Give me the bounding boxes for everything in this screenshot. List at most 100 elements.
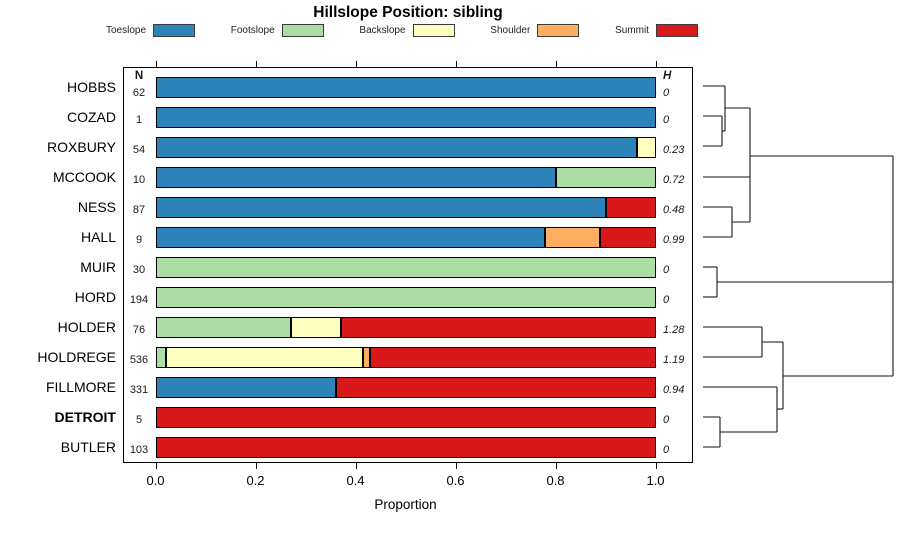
h-value: 1.19 bbox=[663, 354, 685, 366]
bar-segment-footslope bbox=[155, 256, 656, 278]
h-value: 0.23 bbox=[663, 144, 685, 156]
series-label-fillmore: FILLMORE bbox=[45, 379, 116, 395]
x-axis-title: Proportion bbox=[374, 497, 437, 512]
h-value: 0 bbox=[663, 114, 670, 126]
bar-segment-toeslope bbox=[155, 106, 656, 128]
bar-segment-summit bbox=[605, 196, 656, 218]
bar-segment-backslope bbox=[637, 136, 656, 158]
h-value: 0 bbox=[663, 414, 670, 426]
x-axis-tick-top bbox=[455, 61, 457, 67]
series-label-hord: HORD bbox=[74, 289, 116, 305]
legend-label: Shoulder bbox=[490, 25, 531, 36]
x-axis-tick bbox=[555, 463, 557, 469]
x-axis-tick-top bbox=[255, 61, 257, 67]
n-value: 331 bbox=[129, 384, 149, 396]
n-column-header: N bbox=[134, 70, 144, 82]
bar-segment-summit bbox=[340, 316, 656, 338]
legend-label: Summit bbox=[615, 25, 649, 36]
legend: Toeslope Footslope Backslope Shoulder Summit bbox=[106, 24, 698, 37]
legend-item-footslope: Footslope bbox=[231, 24, 324, 37]
x-axis-tick-label: 0.6 bbox=[446, 473, 465, 488]
series-label-cozad: COZAD bbox=[67, 109, 116, 125]
bar-segment-footslope bbox=[555, 166, 656, 188]
h-value: 0 bbox=[663, 294, 670, 306]
h-value: 0.48 bbox=[663, 204, 685, 216]
x-axis-tick-label: 0.2 bbox=[246, 473, 265, 488]
x-axis-tick bbox=[155, 463, 157, 469]
bar-segment-summit bbox=[335, 376, 656, 398]
h-value: 0 bbox=[663, 87, 670, 99]
x-axis-tick-top bbox=[555, 61, 557, 67]
legend-label: Toeslope bbox=[106, 25, 147, 36]
bar-segment-toeslope bbox=[155, 226, 545, 248]
bar-segment-toeslope bbox=[155, 166, 556, 188]
series-label-muir: MUIR bbox=[80, 259, 116, 275]
n-value: 5 bbox=[135, 414, 143, 426]
legend-swatch-summit bbox=[655, 24, 698, 37]
legend-item-summit: Summit bbox=[615, 24, 698, 37]
bar-segment-footslope bbox=[155, 346, 166, 368]
h-value: 0.94 bbox=[663, 384, 685, 396]
legend-swatch-shoulder bbox=[537, 24, 580, 37]
bar-segment-summit bbox=[155, 436, 656, 458]
legend-swatch-footslope bbox=[281, 24, 324, 37]
legend-label: Footslope bbox=[230, 25, 275, 36]
x-axis-tick-top bbox=[655, 61, 657, 67]
bar-segment-shoulder bbox=[544, 226, 600, 248]
n-value: 10 bbox=[132, 174, 146, 186]
series-label-butler: BUTLER bbox=[60, 439, 116, 455]
legend-swatch-toeslope bbox=[153, 24, 196, 37]
series-label-mccook: MCCOOK bbox=[53, 169, 116, 185]
x-axis-tick bbox=[455, 463, 457, 469]
bar-segment-footslope bbox=[155, 316, 291, 338]
page-title: Hillslope Position: sibling bbox=[313, 4, 503, 21]
bar-segment-toeslope bbox=[155, 76, 656, 98]
bar-segment-toeslope bbox=[155, 376, 336, 398]
x-axis-tick-label: 0.8 bbox=[546, 473, 565, 488]
series-label-ness: NESS bbox=[77, 199, 116, 215]
bar-segment-backslope bbox=[290, 316, 341, 338]
n-value: 103 bbox=[129, 444, 149, 456]
legend-swatch-backslope bbox=[412, 24, 455, 37]
series-label-holdrege: HOLDREGE bbox=[37, 349, 116, 365]
bar-segment-shoulder bbox=[363, 346, 370, 368]
x-axis-tick bbox=[255, 463, 257, 469]
bar-segment-footslope bbox=[155, 286, 656, 308]
n-value: 536 bbox=[129, 354, 149, 366]
n-value: 194 bbox=[129, 294, 149, 306]
x-axis-tick-label: 1.0 bbox=[646, 473, 665, 488]
n-value: 30 bbox=[132, 264, 146, 276]
h-column-header: H bbox=[663, 70, 672, 82]
x-axis-tick-top bbox=[155, 61, 157, 67]
legend-label: Backslope bbox=[359, 25, 406, 36]
series-label-hall: HALL bbox=[80, 229, 116, 245]
series-label-holder: HOLDER bbox=[57, 319, 116, 335]
n-value: 54 bbox=[132, 144, 146, 156]
n-value: 9 bbox=[135, 234, 143, 246]
bar-segment-summit bbox=[155, 406, 656, 428]
n-value: 62 bbox=[132, 87, 146, 99]
bar-segment-toeslope bbox=[155, 196, 606, 218]
h-value: 0 bbox=[663, 264, 670, 276]
legend-item-toeslope: Toeslope bbox=[106, 24, 196, 37]
bar-segment-toeslope bbox=[155, 136, 637, 158]
x-axis-tick bbox=[355, 463, 357, 469]
x-axis-tick-label: 0.0 bbox=[146, 473, 165, 488]
h-value: 0.72 bbox=[663, 174, 685, 186]
legend-item-shoulder: Shoulder bbox=[490, 24, 580, 37]
series-label-hobbs: HOBBS bbox=[66, 79, 116, 95]
n-value: 76 bbox=[132, 324, 146, 336]
series-label-roxbury: ROXBURY bbox=[47, 139, 116, 155]
plot-frame bbox=[123, 67, 693, 463]
h-value: 0 bbox=[663, 444, 670, 456]
n-value: 1 bbox=[135, 114, 143, 126]
n-value: 87 bbox=[132, 204, 146, 216]
x-axis-tick-top bbox=[355, 61, 357, 67]
bar-segment-summit bbox=[369, 346, 656, 368]
x-axis-tick bbox=[655, 463, 657, 469]
legend-item-backslope: Backslope bbox=[359, 24, 455, 37]
series-label-detroit: DETROIT bbox=[54, 409, 116, 425]
x-axis-tick-label: 0.4 bbox=[346, 473, 365, 488]
